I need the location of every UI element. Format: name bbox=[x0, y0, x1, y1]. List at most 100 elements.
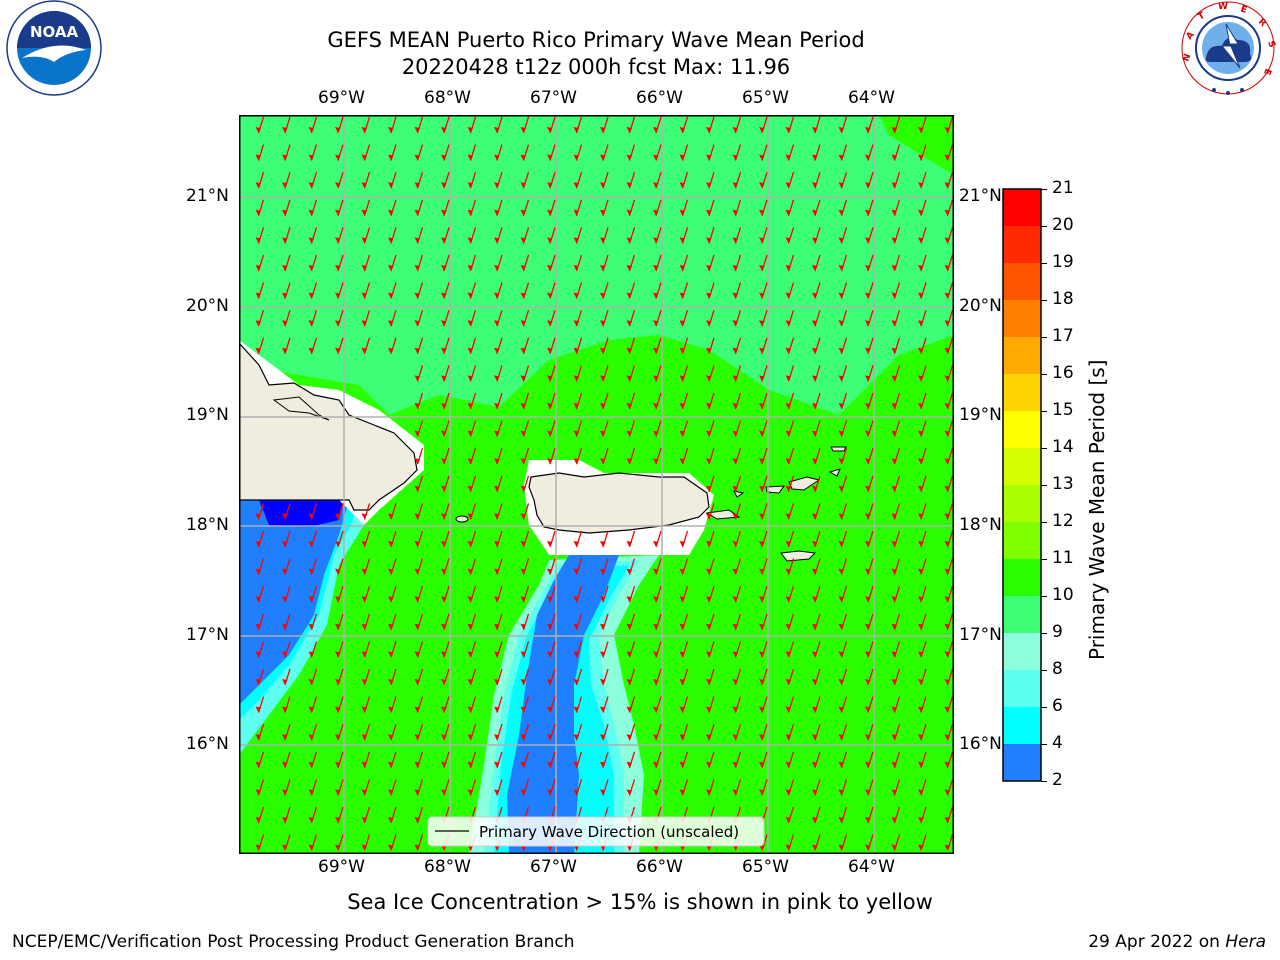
wave-direction-arrow bbox=[494, 282, 503, 299]
colorbar-tick-label: 15 bbox=[1052, 400, 1074, 420]
wave-direction-arrow bbox=[282, 558, 291, 575]
wave-direction-arrow bbox=[706, 530, 715, 548]
wave-direction-arrow bbox=[865, 668, 874, 686]
wave-direction-arrow bbox=[944, 668, 954, 686]
wave-direction-arrow bbox=[626, 172, 636, 189]
map-panel: Primary Wave Direction (unscaled) bbox=[239, 115, 954, 854]
wave-direction-arrow bbox=[706, 779, 715, 796]
colorbar-tick-label: 18 bbox=[1052, 289, 1074, 309]
land-hispaniola bbox=[239, 342, 418, 511]
wave-direction-arrow bbox=[282, 641, 291, 658]
wave-direction-arrow bbox=[414, 475, 424, 492]
wave-direction-arrow bbox=[653, 530, 662, 548]
wave-direction-arrow bbox=[388, 530, 397, 548]
wave-direction-arrow bbox=[759, 779, 768, 796]
wave-direction-arrow bbox=[679, 613, 689, 630]
wave-direction-arrow bbox=[812, 696, 821, 713]
wave-direction-arrow bbox=[653, 282, 662, 299]
wave-direction-arrow bbox=[626, 116, 636, 134]
wave-direction-arrow bbox=[414, 310, 424, 327]
wave-direction-arrow bbox=[838, 337, 848, 354]
wave-direction-arrow bbox=[732, 254, 742, 272]
wave-direction-arrow bbox=[653, 586, 662, 603]
colorbar-segment bbox=[1003, 596, 1041, 634]
wave-direction-arrow bbox=[918, 751, 927, 768]
wave-direction-arrow bbox=[441, 448, 450, 465]
wave-direction-arrow bbox=[706, 586, 715, 603]
wave-direction-arrow bbox=[759, 172, 768, 189]
wave-direction-arrow bbox=[573, 227, 583, 244]
wave-direction-arrow bbox=[679, 724, 689, 741]
wave-direction-arrow bbox=[282, 199, 291, 216]
island-st-thomas bbox=[765, 485, 786, 494]
wave-direction-arrow bbox=[679, 199, 689, 216]
wave-direction-arrow bbox=[494, 530, 503, 548]
wave-direction-arrow bbox=[865, 144, 874, 161]
wave-direction-arrow bbox=[467, 144, 477, 161]
wave-direction-arrow bbox=[944, 392, 954, 410]
wave-direction-arrow bbox=[865, 503, 874, 520]
wave-direction-arrow bbox=[891, 254, 901, 272]
wave-direction-arrow bbox=[812, 641, 821, 658]
wave-direction-arrow bbox=[944, 586, 954, 603]
wave-direction-arrow bbox=[891, 392, 901, 410]
wave-direction-arrow bbox=[388, 724, 397, 741]
wave-direction-arrow bbox=[520, 392, 530, 410]
wave-direction-arrow bbox=[282, 282, 291, 299]
wave-direction-arrow bbox=[494, 668, 503, 686]
wave-direction-arrow bbox=[785, 724, 795, 741]
wave-direction-arrow bbox=[520, 144, 530, 161]
wave-direction-arrow bbox=[600, 420, 609, 437]
wave-direction-arrow bbox=[732, 668, 742, 686]
wave-direction-arrow bbox=[573, 779, 583, 796]
wave-direction-arrow bbox=[679, 254, 689, 272]
wave-direction-arrow bbox=[944, 448, 954, 465]
wave-direction-arrow bbox=[918, 834, 927, 851]
wave-direction-arrow bbox=[838, 282, 848, 299]
wave-direction-arrow bbox=[494, 144, 503, 161]
wave-direction-arrow bbox=[891, 365, 901, 382]
wave-direction-arrow bbox=[865, 116, 874, 134]
wave-direction-arrow bbox=[335, 586, 344, 603]
wave-direction-arrow bbox=[706, 392, 715, 410]
wave-direction-arrow bbox=[785, 503, 795, 520]
wave-direction-arrow bbox=[653, 724, 662, 741]
wave-direction-arrow bbox=[520, 282, 530, 299]
wave-direction-arrow bbox=[785, 530, 795, 548]
wave-direction-arrow bbox=[441, 144, 450, 161]
wave-direction-arrow bbox=[255, 586, 265, 603]
wave-direction-arrow bbox=[494, 254, 503, 272]
wave-direction-arrow bbox=[441, 641, 450, 658]
lon-label-top-64: 64°W bbox=[848, 88, 895, 108]
wave-direction-arrow bbox=[335, 696, 344, 713]
wave-direction-arrow bbox=[255, 254, 265, 272]
wave-direction-arrow bbox=[547, 779, 556, 796]
wave-direction-arrow bbox=[573, 724, 583, 741]
wave-direction-arrow bbox=[255, 806, 265, 824]
wave-direction-arrow bbox=[865, 199, 874, 216]
wave-direction-arrow bbox=[467, 530, 477, 548]
sea-ice-note: Sea Ice Concentration > 15% is shown in … bbox=[347, 890, 933, 914]
wave-direction-arrow bbox=[865, 530, 874, 548]
wave-direction-arrow bbox=[441, 503, 450, 520]
wave-direction-arrow bbox=[918, 668, 927, 686]
wave-direction-arrow bbox=[679, 779, 689, 796]
wave-direction-arrow bbox=[838, 172, 848, 189]
lon-label-bottom-68: 68°W bbox=[424, 857, 471, 877]
wave-direction-arrow bbox=[308, 779, 318, 796]
wave-direction-arrow bbox=[891, 199, 901, 216]
colorbar-segment bbox=[1003, 411, 1041, 449]
wave-direction-arrow bbox=[944, 834, 954, 851]
wave-direction-arrow bbox=[335, 227, 344, 244]
wave-direction-arrow bbox=[865, 806, 874, 824]
wave-direction-arrow bbox=[282, 337, 291, 354]
wave-direction-arrow bbox=[335, 806, 344, 824]
svg-text:A: A bbox=[1185, 30, 1197, 42]
wave-direction-arrow bbox=[706, 668, 715, 686]
wave-direction-arrow bbox=[626, 144, 636, 161]
wave-direction-arrow bbox=[441, 558, 450, 575]
wave-direction-arrow bbox=[520, 448, 530, 465]
wave-direction-arrow bbox=[547, 448, 556, 465]
wave-direction-arrow bbox=[918, 310, 927, 327]
wave-direction-arrow bbox=[891, 696, 901, 713]
